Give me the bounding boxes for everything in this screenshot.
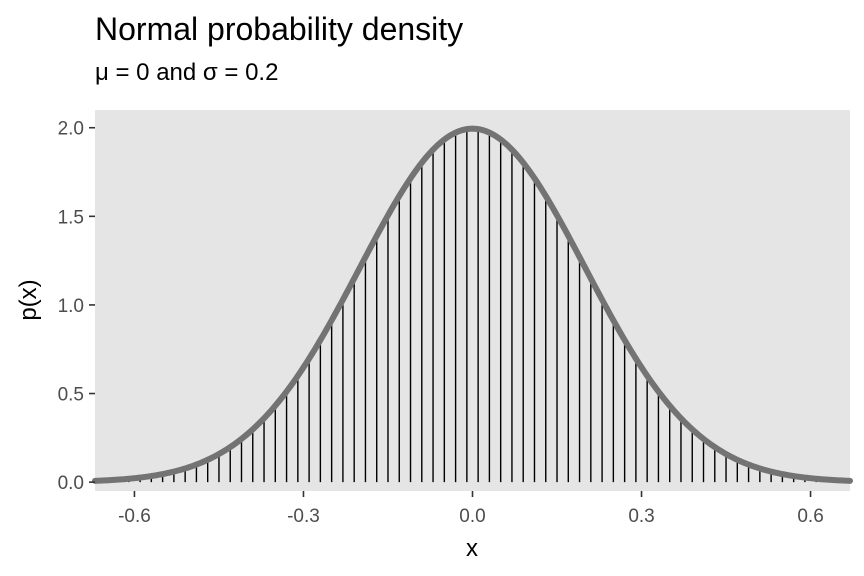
y-axis: 0.0 0.5 1.0 1.5 2.0 (58, 119, 95, 494)
y-tick-label: 1.5 (58, 207, 84, 228)
x-axis: -0.6 -0.3 0.0 0.3 0.6 (118, 491, 824, 527)
y-tick-label: 2.0 (58, 119, 84, 140)
y-tick-label: 0.0 (58, 473, 84, 494)
x-tick-label: -0.6 (118, 506, 151, 527)
y-axis-title: p(x) (15, 279, 42, 320)
y-tick-label: 1.0 (58, 296, 84, 317)
density-curve (92, 125, 853, 484)
x-tick-label: 0.3 (628, 506, 654, 527)
chart-subtitle: μ = 0 and σ = 0.2 (95, 59, 279, 86)
chart-title: Normal probability density (95, 11, 464, 47)
plot-panel (95, 110, 850, 491)
x-tick-label: 0.6 (797, 506, 823, 527)
density-segments (94, 129, 851, 483)
x-tick-label: -0.3 (287, 506, 320, 527)
y-tick-label: 0.5 (58, 385, 84, 406)
x-axis-title: x (466, 535, 478, 562)
x-tick-label: 0.0 (459, 506, 485, 527)
